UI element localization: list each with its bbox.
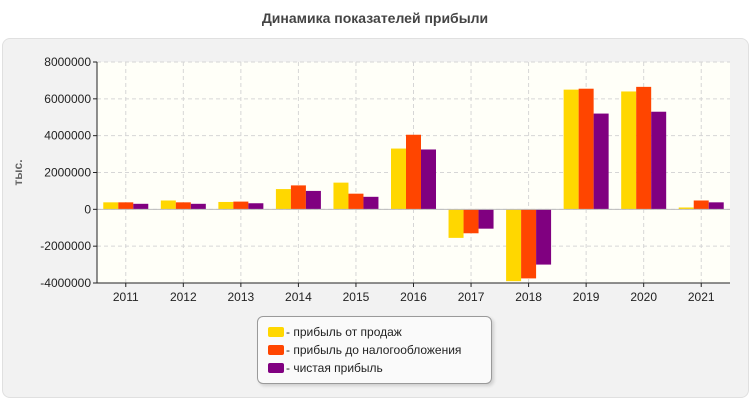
legend-label-net: - чистая прибыль	[286, 361, 383, 375]
y-tick-label: 6000000	[44, 92, 91, 106]
bar-2015-series-3	[363, 196, 379, 210]
bar-2017-series-1	[448, 209, 464, 238]
x-tick-label: 2020	[630, 290, 657, 304]
bar-2021-series-1	[678, 207, 694, 210]
x-tick-label: 2012	[170, 290, 197, 304]
bar-2020-series-2	[636, 86, 652, 210]
bar-2017-series-2	[463, 209, 479, 234]
bar-2012-series-1	[160, 200, 176, 210]
bar-2011-series-3	[133, 203, 149, 210]
bar-2020-series-1	[621, 91, 637, 210]
bar-2016-series-1	[391, 148, 406, 210]
x-tick-label: 2011	[113, 290, 139, 304]
y-tick-label: -2000000	[40, 239, 91, 253]
bar-2018-series-2	[521, 209, 537, 279]
bar-2015-series-1	[333, 182, 349, 210]
bar-2017-series-3	[478, 209, 494, 229]
x-tick-label: 2013	[228, 290, 255, 304]
bar-2013-series-2	[233, 201, 249, 210]
bar-2011-series-2	[118, 202, 134, 210]
bar-2012-series-3	[190, 203, 206, 210]
x-tick-label: 2015	[343, 290, 370, 304]
bar-2012-series-2	[175, 202, 191, 210]
x-tick-label: 2021	[688, 290, 715, 304]
x-tick-label: 2017	[458, 290, 485, 304]
y-tick-label: 8000000	[44, 55, 91, 69]
bar-2014-series-3	[305, 190, 321, 210]
bar-2014-series-2	[290, 185, 306, 210]
y-tick-label: 2000000	[44, 166, 91, 180]
legend-item-pretax: - прибыль до налогообложения	[268, 342, 461, 358]
y-tick-label: -4000000	[40, 276, 91, 290]
bar-2020-series-3	[651, 111, 667, 210]
bar-2019-series-1	[563, 89, 579, 210]
legend-swatch-net	[268, 363, 284, 373]
y-axis-label: тыс.	[11, 159, 25, 185]
bar-2011-series-1	[103, 202, 119, 210]
bar-2016-series-3	[421, 149, 436, 210]
y-tick-label: 0	[84, 202, 91, 216]
legend-label-pretax: - прибыль до налогообложения	[286, 343, 462, 357]
bar-2019-series-2	[578, 88, 594, 210]
bar-2021-series-2	[693, 200, 709, 210]
chart-legend: - прибыль от продаж - прибыль до налогоо…	[257, 316, 492, 384]
bar-2021-series-3	[708, 202, 724, 210]
bar-2018-series-3	[536, 209, 552, 265]
x-tick-label: 2019	[573, 290, 600, 304]
bar-2015-series-2	[348, 193, 364, 210]
legend-swatch-pretax	[268, 345, 284, 355]
bar-2013-series-3	[248, 203, 264, 210]
legend-item-net: - чистая прибыль	[268, 360, 383, 376]
x-tick-label: 2014	[285, 290, 312, 304]
x-tick-label: 2016	[400, 290, 427, 304]
chart-title: Динамика показателей прибыли	[261, 10, 489, 26]
bar-2019-series-3	[593, 113, 609, 210]
bar-2014-series-1	[275, 189, 291, 210]
legend-item-sales: - прибыль от продаж	[268, 324, 402, 340]
bar-2018-series-1	[506, 209, 522, 282]
legend-label-sales: - прибыль от продаж	[286, 325, 402, 339]
bar-2013-series-1	[218, 201, 234, 210]
y-tick-label: 4000000	[44, 129, 91, 143]
legend-swatch-sales	[268, 327, 284, 337]
x-tick-label: 2018	[515, 290, 542, 304]
bar-2016-series-2	[406, 134, 421, 210]
